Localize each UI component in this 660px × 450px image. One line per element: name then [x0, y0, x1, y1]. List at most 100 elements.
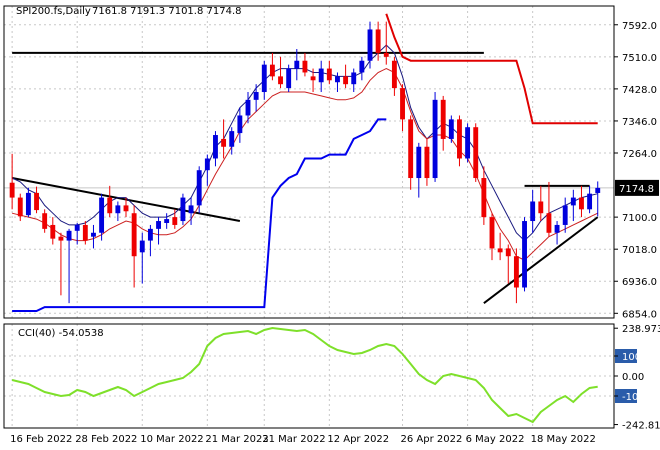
candle-body — [570, 197, 576, 206]
cci-line — [11, 326, 598, 424]
candle-body — [42, 213, 48, 229]
candle-body — [522, 221, 527, 288]
candle-body — [424, 146, 430, 179]
cci-tick-box — [615, 349, 637, 363]
candle-body — [50, 224, 56, 239]
candle-body — [408, 119, 414, 179]
candle-body — [538, 201, 544, 214]
candle-body — [107, 197, 113, 214]
candle-body — [82, 224, 88, 241]
x-tick-label: 6 May 2022 — [466, 434, 525, 445]
x-tick-label: 26 Apr 2022 — [401, 434, 463, 445]
x-tick-label: 31 Mar 2022 — [262, 434, 325, 445]
candle-body — [172, 217, 178, 225]
price-tick-label: 7346.0 — [622, 117, 657, 128]
candle-body — [416, 146, 422, 179]
candle-body — [375, 29, 381, 53]
candle-body — [123, 205, 129, 212]
candle-body — [164, 219, 170, 223]
candle-body — [351, 72, 357, 85]
candle-body — [489, 217, 495, 249]
candle-body — [359, 60, 365, 73]
x-tick-label: 12 Apr 2022 — [327, 434, 389, 445]
trendline — [483, 216, 599, 304]
candle-body — [74, 224, 80, 231]
candle-body — [213, 135, 218, 159]
candle-body — [9, 182, 15, 198]
candle-body — [383, 52, 389, 57]
cci-tick-label: 238.9731 — [622, 324, 660, 335]
cci-panel — [4, 326, 614, 424]
candle-body — [465, 127, 471, 159]
axes: 7592.0 7510.0 7428.0 7346.0 7264.0 7100.0 7018… — [3, 5, 660, 445]
candle-body — [457, 119, 462, 159]
indicator-line-3 — [12, 118, 387, 312]
price-panel-frame — [3, 5, 615, 319]
candle-body — [115, 205, 121, 214]
candle-body — [595, 187, 601, 193]
cci-tick-box — [615, 389, 637, 403]
candle-body — [253, 92, 259, 100]
last-price-tag — [615, 179, 659, 196]
x-tick-label: 28 Feb 2022 — [75, 434, 137, 445]
candle-body — [391, 60, 397, 89]
candle-body — [245, 99, 251, 116]
candle-body — [221, 138, 227, 147]
candle-body — [546, 213, 552, 233]
candle-body — [180, 197, 186, 222]
candle-body — [448, 119, 454, 139]
cci-tick-label: 0.00 — [622, 372, 644, 383]
candle-body — [505, 248, 511, 257]
candle-body — [554, 224, 560, 233]
candle-body — [318, 68, 324, 83]
candle-body — [343, 76, 349, 85]
candle-body — [278, 76, 283, 85]
candle-body — [269, 64, 275, 77]
candle-body — [579, 197, 584, 210]
candle-body — [204, 158, 210, 171]
symbol-label: SPI200.fs,Daily — [16, 6, 91, 17]
price-tick-label: 7100.0 — [622, 213, 657, 224]
price-tick-label: 7428.0 — [622, 85, 657, 96]
candle-body — [196, 170, 202, 206]
candle-body — [562, 205, 568, 225]
x-tick-label: 10 Mar 2022 — [140, 434, 203, 445]
candle-body — [139, 240, 145, 253]
candle-body — [497, 248, 503, 253]
candle-body — [237, 115, 243, 134]
trendlines — [11, 51, 599, 304]
candles — [9, 21, 601, 304]
candle-body — [513, 256, 519, 288]
candle-body — [25, 192, 31, 216]
candle-body — [473, 127, 479, 179]
last-price-label: 7174.8 — [619, 184, 654, 195]
candle-body — [367, 29, 373, 61]
indicator-line-4 — [385, 13, 598, 125]
candle-body — [335, 76, 340, 83]
cci-label: CCI(40) -54.0538 — [18, 328, 104, 339]
cci-tick-label: -242.819 — [622, 421, 660, 432]
candle-body — [481, 178, 487, 218]
candle-body — [587, 193, 593, 210]
price-tick-label: 7264.0 — [622, 149, 657, 160]
candle-body — [58, 236, 64, 241]
ohlc-label: 7161.8 7191.3 7101.8 7174.8 — [92, 6, 242, 17]
candle-body — [440, 99, 446, 139]
candle-body — [34, 192, 39, 211]
price-tick-label: 7510.0 — [622, 53, 657, 64]
price-grid — [4, 6, 614, 428]
candle-body — [17, 197, 23, 217]
candle-body — [147, 228, 153, 241]
candle-body — [400, 88, 405, 120]
candle-body — [530, 201, 536, 222]
price-tick-label: 6936.0 — [622, 277, 657, 288]
candle-body — [286, 68, 292, 89]
candle-body — [156, 221, 161, 229]
candle-body — [294, 60, 300, 69]
candle-body — [310, 76, 316, 81]
candle-body — [99, 197, 105, 233]
x-tick-label: 18 May 2022 — [531, 434, 596, 445]
cci-tick-label: 100 — [622, 352, 641, 363]
candle-body — [261, 64, 267, 93]
